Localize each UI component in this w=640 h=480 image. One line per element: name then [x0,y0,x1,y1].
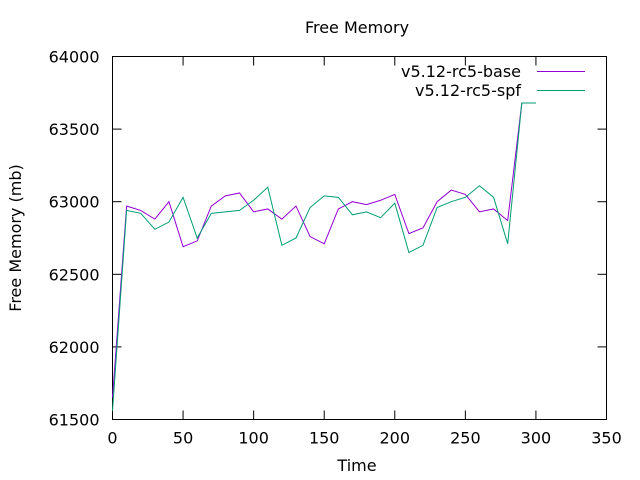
x-tick-label: 100 [238,429,269,448]
x-tick-label: 250 [450,429,481,448]
y-axis: 61500 62000 62500 63000 63500 64000 [49,48,607,430]
series-layer [112,102,536,411]
series-line-0 [112,102,536,398]
legend: v5.12-rc5-base v5.12-rc5-spf [401,62,585,100]
y-tick-label: 64000 [49,48,100,67]
y-tick-label: 63500 [49,120,100,139]
x-tick-label: 300 [521,429,552,448]
x-axis: 0 50 100 150 200 250 300 350 [107,56,622,448]
y-tick-label: 62000 [49,338,100,357]
x-axis-label: Time [336,456,376,475]
series-line-1 [112,102,536,411]
plot-area [112,56,607,420]
y-axis-label: Free Memory (mb) [6,164,25,311]
x-tick-label: 150 [309,429,340,448]
y-tick-label: 61500 [49,411,100,430]
x-tick-label: 50 [173,429,193,448]
x-tick-label: 0 [107,429,117,448]
x-tick-label: 350 [591,429,622,448]
legend-label-spf: v5.12-rc5-spf [415,81,521,100]
chart-title: Free Memory [305,18,409,37]
y-tick-label: 62500 [49,265,100,284]
legend-label-base: v5.12-rc5-base [401,62,521,81]
y-tick-label: 63000 [49,193,100,212]
x-tick-label: 200 [380,429,411,448]
